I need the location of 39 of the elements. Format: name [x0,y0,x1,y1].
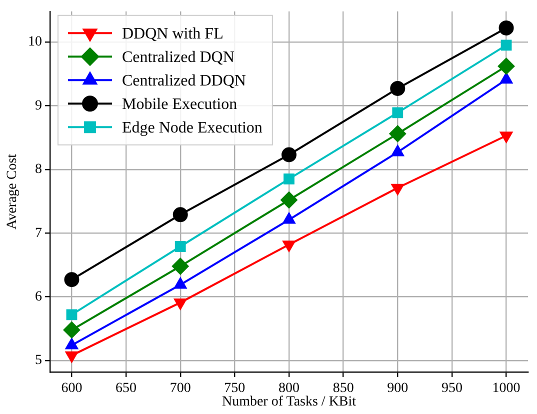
x-tick-label: 800 [278,381,300,396]
y-tick-label: 7 [35,226,42,241]
point [498,58,515,75]
point [64,272,80,288]
y-axis-title: Average Cost [5,154,20,230]
x-tick-label: 1000 [492,381,520,396]
point [172,258,189,275]
x-tick-label: 850 [332,381,354,396]
x-tick-label: 600 [61,381,82,396]
point [500,40,512,51]
point [390,80,406,96]
point [282,147,296,162]
point [284,174,294,184]
point [392,107,404,118]
legend-label: DDQN with FL [122,25,224,42]
x-tick-label: 950 [441,381,462,396]
point [172,207,188,222]
x-tick-label: 900 [387,381,408,396]
x-tick-label: 700 [170,381,191,396]
legend-label: Centralized DQN [122,48,235,66]
y-tick-label: 6 [35,289,42,304]
legend-label: Mobile Execution [122,96,238,113]
point [63,321,80,338]
x-tick-label: 650 [116,381,137,396]
y-tick-label: 9 [35,98,42,114]
point [500,72,513,84]
point [498,20,514,36]
point [65,351,78,363]
point [280,191,298,208]
point [174,241,186,252]
y-tick-label: 10 [28,34,42,50]
y-tick-label: 8 [35,162,42,178]
point [66,309,78,320]
x-tick-label: 750 [224,381,246,396]
x-axis-title: Number of Tasks / KBit [222,394,356,410]
point [389,125,406,142]
legend-label: Centralized DDQN [122,72,246,90]
legend-label: Edge Node Execution [122,119,262,136]
y-tick-label: 5 [35,353,42,368]
